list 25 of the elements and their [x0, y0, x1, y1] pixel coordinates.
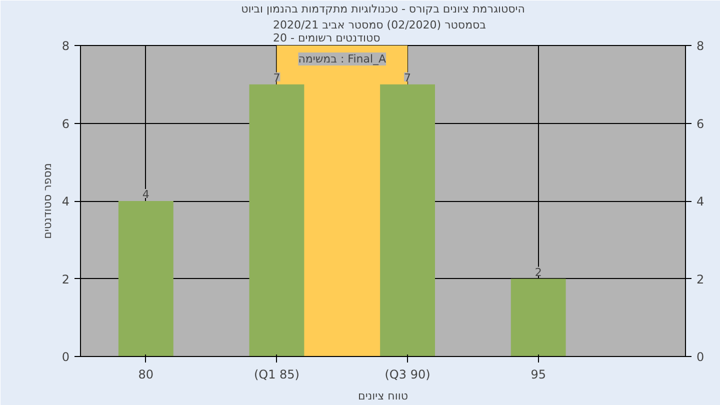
x-axis-title: טווח ציונים — [358, 390, 408, 402]
bar — [510, 278, 566, 356]
annotation: במשימה : Final_A — [298, 52, 387, 66]
y-tick-label: 0 — [62, 350, 70, 364]
y-tick-label: 4 — [62, 194, 70, 208]
y-tick-label: 8 — [62, 39, 70, 53]
y2-tick-label: 6 — [696, 116, 704, 131]
x-tick-label: (Q1 85) — [254, 368, 300, 382]
y-tick-label: 6 — [62, 116, 70, 131]
chart-title: היסטוגרמת ציונים בקורס - טכנולוגיות מתקדמות בהנמון וביוט — [241, 2, 525, 16]
x-tick-label: (Q3 90) — [384, 368, 430, 382]
y-axis-title: מספר סטודנטים — [40, 163, 54, 239]
x-tick-label: 80 — [138, 368, 154, 382]
data-label: 7 — [404, 71, 412, 84]
x-tick-label: 95 — [530, 368, 546, 382]
y2-tick-label: 8 — [696, 39, 704, 53]
data-label: 2 — [534, 266, 542, 279]
y2-tick-label: 2 — [696, 272, 704, 286]
data-label: 4 — [142, 188, 150, 201]
y2-tick-label: 4 — [696, 194, 704, 208]
chart-subtitle: בסמסטר (02/2020) סמסטר אביב 2020/21 סטודנטים רשומים - 20 — [272, 18, 486, 44]
data-label: 7 — [273, 71, 280, 84]
bar — [118, 201, 174, 356]
y-tick-label: 2 — [62, 272, 70, 286]
y2-tick-label: 0 — [696, 350, 704, 364]
